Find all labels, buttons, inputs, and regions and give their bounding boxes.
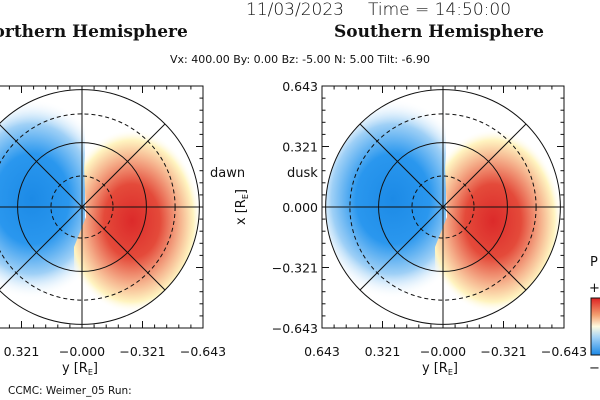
south-heatmap [325, 99, 561, 313]
mlt-line [81, 123, 166, 208]
north-x-tick-label: −0.000 [59, 344, 105, 359]
south-x-tick-label: −0.643 [541, 344, 587, 359]
mlt-line [442, 206, 527, 291]
svg-text:x[RE]: x[RE] [234, 189, 250, 225]
mlt-line [0, 124, 83, 208]
south-panel: 0.643 0.321 −0.000 −0.321 −0.643 0.643 0.321 0.… [272, 79, 587, 359]
south-y-tick-label: −0.643 [272, 321, 318, 336]
mlt-line [442, 123, 527, 208]
colorbar-plus: + [589, 281, 600, 296]
north-x-tick-label: −0.643 [180, 344, 226, 359]
mlt-line [359, 206, 444, 291]
colorbar: P + − [589, 255, 600, 376]
mlt-line [0, 206, 83, 290]
mlt-line [359, 123, 444, 208]
date-label: 11/03/2023 [246, 0, 344, 20]
south-x-axis-title: y [RE] [422, 361, 458, 377]
mlt-line [81, 206, 166, 291]
south-x-tick-label: 0.643 [304, 344, 340, 359]
north-x-tick-label: −0.321 [119, 344, 165, 359]
south-x-tick-label: 0.321 [365, 344, 401, 359]
time-label: Time = 14:50:00 [368, 0, 511, 20]
south-x-tick-label: −0.000 [420, 344, 466, 359]
south-title: Southern Hemisphere [334, 22, 544, 42]
dusk-label: dusk [287, 166, 318, 181]
south-y-tick-label: 0.321 [282, 140, 318, 155]
north-x-tick-label: 0.321 [4, 344, 40, 359]
south-y-tick-label: −0.321 [272, 261, 318, 276]
south-y-tick-label: 0.643 [282, 79, 318, 94]
colorbar-label: P [590, 255, 598, 270]
south-y-tick-label: 0.000 [282, 200, 318, 215]
parameters-label: Vx: 400.00 By: 0.00 Bz: -5.00 N: 5.00 Ti… [170, 53, 430, 66]
footer-label: CCMC: Weimer_05 Run: [8, 385, 132, 397]
colorbar-scale [590, 297, 600, 356]
negative-region [325, 99, 446, 299]
north-x-axis-title: y [RE] [62, 361, 98, 377]
positive-region [74, 129, 200, 313]
north-title: Northern Hemisphere [0, 22, 188, 42]
south-x-tick-label: −0.321 [480, 344, 526, 359]
negative-region [0, 99, 85, 299]
north-panel: 0.321 −0.000 −0.321 −0.643 [0, 85, 226, 359]
y-axis-title: x[RE] [234, 189, 250, 225]
dawn-label: dawn [210, 166, 245, 181]
north-heatmap [0, 99, 200, 313]
colorbar-minus: − [589, 361, 600, 376]
positive-region [435, 129, 561, 313]
